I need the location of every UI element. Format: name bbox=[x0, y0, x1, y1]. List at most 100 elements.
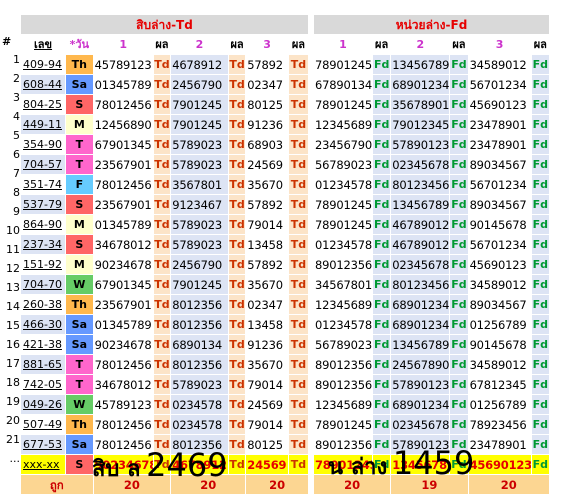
result-td: Td bbox=[287, 174, 310, 195]
table-row: 354-90 T 67901345 Td 5789023 Td 68903 Td bbox=[19, 134, 310, 155]
result-td: Td bbox=[227, 154, 247, 175]
digit-set: 89034567 bbox=[467, 154, 532, 175]
table-row: 01234578 Fd 80123456 Fd 56701234 Fd bbox=[313, 174, 551, 195]
digit-set: 23567901 bbox=[92, 154, 154, 175]
digit-set: 78012456 bbox=[92, 94, 154, 115]
digit-set: 01345789 bbox=[92, 74, 154, 95]
lottery-number-link[interactable]: 881-65 bbox=[19, 354, 67, 375]
lottery-number-link[interactable]: 507-49 bbox=[19, 414, 67, 435]
lottery-number-link[interactable]: 351-74 bbox=[19, 174, 67, 195]
result-fd: Fd bbox=[530, 54, 551, 75]
result-td: Td bbox=[227, 294, 247, 315]
lottery-number-link[interactable]: 237-34 bbox=[19, 234, 67, 255]
digit-set: 67890134 bbox=[313, 74, 373, 95]
digit-set: 56701234 bbox=[467, 174, 532, 195]
result-fd: Fd bbox=[371, 254, 392, 275]
row-number: 14 bbox=[6, 300, 20, 313]
digit-set: 90234678 bbox=[92, 254, 154, 275]
lottery-number-link[interactable]: 704-70 bbox=[19, 274, 67, 295]
lottery-number-link[interactable]: xxx-xx bbox=[19, 454, 67, 475]
digit-set: 8012356 bbox=[170, 294, 229, 315]
col-one-header: 1 bbox=[92, 34, 154, 55]
day-badge: S bbox=[65, 454, 94, 475]
sum-label: ถูก bbox=[20, 474, 94, 495]
lottery-number-link[interactable]: 354-90 bbox=[19, 134, 67, 155]
table-row: 537-79 S 23567901 Td 9123467 Td 57892 Td bbox=[19, 194, 310, 215]
digit-set: 68901234 bbox=[390, 74, 451, 95]
digit-set: 45690123 bbox=[467, 454, 532, 475]
result-td: Td bbox=[287, 334, 310, 355]
digit-set: 57890123 bbox=[390, 374, 451, 395]
result-fd: Fd bbox=[449, 294, 469, 315]
result-fd: Fd bbox=[449, 414, 469, 435]
result-fd: Fd bbox=[449, 234, 469, 255]
result-fd: Fd bbox=[371, 234, 392, 255]
result-td: Td bbox=[152, 294, 172, 315]
digit-set: 89034567 bbox=[467, 294, 532, 315]
col-day-header: *วัน bbox=[65, 34, 94, 55]
tens-table-title: สิบล่าง-Td bbox=[20, 14, 309, 35]
result-fd: Fd bbox=[449, 254, 469, 275]
table-row: 89012356 Fd 57890123 Fd 23478901 Fd bbox=[313, 434, 551, 455]
result-fd: Fd bbox=[530, 454, 551, 475]
row-number: 4 bbox=[13, 110, 20, 123]
lottery-number-link[interactable]: 864-90 bbox=[19, 214, 67, 235]
result-td: Td bbox=[287, 294, 310, 315]
result-fd: Fd bbox=[371, 394, 392, 415]
digit-set: 5789023 bbox=[170, 214, 229, 235]
table-row: 421-38 Sa 90234678 Td 6890134 Td 91236 Td bbox=[19, 334, 310, 355]
lottery-number-link[interactable]: 537-79 bbox=[19, 194, 67, 215]
result-fd: Fd bbox=[530, 174, 551, 195]
result-fd: Fd bbox=[530, 334, 551, 355]
result-fd: Fd bbox=[530, 214, 551, 235]
result-fd: Fd bbox=[530, 274, 551, 295]
table-row: 881-65 T 78012456 Td 8012356 Td 35670 Td bbox=[19, 354, 310, 375]
result-fd: Fd bbox=[449, 374, 469, 395]
day-badge: Sa bbox=[65, 334, 94, 355]
result-fd: Fd bbox=[449, 274, 469, 295]
sum-value: 19 bbox=[390, 474, 469, 495]
row-number: 1 bbox=[13, 53, 20, 66]
lottery-number-link[interactable]: 677-53 bbox=[19, 434, 67, 455]
lottery-number-link[interactable]: 704-57 bbox=[19, 154, 67, 175]
row-number: 9 bbox=[13, 205, 20, 218]
lottery-number-link[interactable]: 409-94 bbox=[19, 54, 67, 75]
lottery-number-link[interactable]: 260-38 bbox=[19, 294, 67, 315]
table-row: 704-57 T 23567901 Td 5789023 Td 24569 Td bbox=[19, 154, 310, 175]
result-fd: Fd bbox=[371, 214, 392, 235]
lottery-number-link[interactable]: 466-30 bbox=[19, 314, 67, 335]
digit-set: 78012456 bbox=[92, 354, 154, 375]
day-badge: Th bbox=[65, 414, 94, 435]
table-row: 78901245 Fd 13456789 Fd 89034567 Fd bbox=[313, 194, 551, 215]
lottery-number-link[interactable]: 151-92 bbox=[19, 254, 67, 275]
result-fd: Fd bbox=[371, 414, 392, 435]
sum-row-dots: ... bbox=[9, 452, 21, 465]
lottery-number-link[interactable]: 421-38 bbox=[19, 334, 67, 355]
digit-set: 90234678 bbox=[92, 454, 154, 475]
result-td: Td bbox=[227, 174, 247, 195]
result-td: Td bbox=[152, 194, 172, 215]
result-td: Td bbox=[227, 434, 247, 455]
result-fd: Fd bbox=[530, 434, 551, 455]
result-td: Td bbox=[227, 114, 247, 135]
table-row: 12345689 Fd 68901234 Fd 01256789 Fd bbox=[313, 394, 551, 415]
lottery-number-link[interactable]: 049-26 bbox=[19, 394, 67, 415]
result-fd: Fd bbox=[371, 314, 392, 335]
lottery-number-link[interactable]: 449-11 bbox=[19, 114, 67, 135]
digit-set: 67901345 bbox=[92, 134, 154, 155]
digit-set: 57892 bbox=[245, 254, 289, 275]
digit-set: 5789023 bbox=[170, 134, 229, 155]
result-td: Td bbox=[152, 414, 172, 435]
lottery-number-link[interactable]: 608-44 bbox=[19, 74, 67, 95]
result-td: Td bbox=[227, 334, 247, 355]
result-td: Td bbox=[227, 54, 247, 75]
digit-set: 79012345 bbox=[390, 114, 451, 135]
digit-set: 8012356 bbox=[170, 314, 229, 335]
digit-set: 80123456 bbox=[390, 274, 451, 295]
digit-set: 01234578 bbox=[313, 234, 373, 255]
lottery-number-link[interactable]: 804-25 bbox=[19, 94, 67, 115]
lottery-number-link[interactable]: 742-05 bbox=[19, 374, 67, 395]
digit-set: 78012456 bbox=[92, 174, 154, 195]
result-td: Td bbox=[152, 114, 172, 135]
result-td: Td bbox=[287, 94, 310, 115]
